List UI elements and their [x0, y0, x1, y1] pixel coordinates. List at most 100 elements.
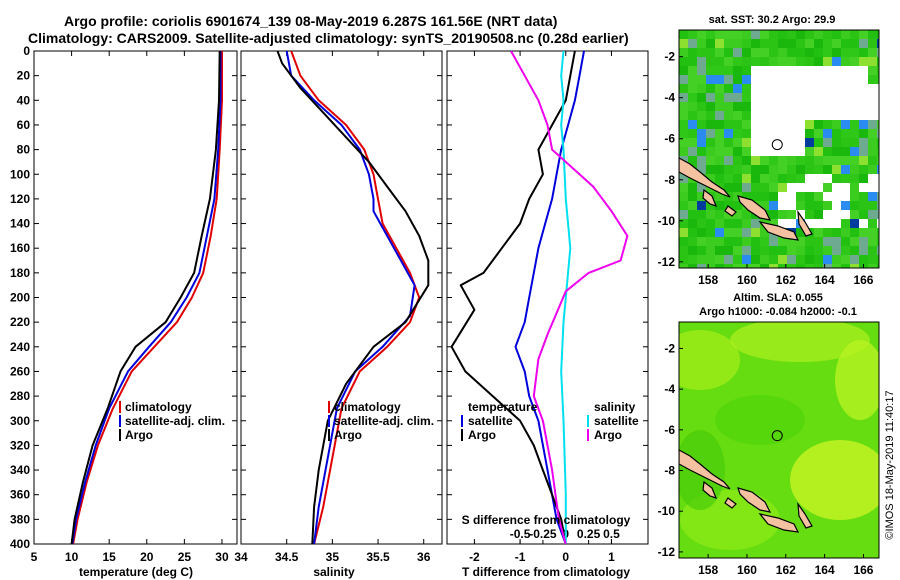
depth-tick-label: 180 — [10, 266, 30, 280]
s-diff-tick-label: 0.25 — [577, 527, 601, 541]
depth-tick-label: 320 — [10, 438, 30, 452]
series-line-argo — [70, 51, 221, 544]
map-lon-label: 160 — [737, 563, 757, 577]
sla-map-frame — [678, 321, 880, 559]
island-guadalcanal — [758, 221, 800, 241]
sla-map-subtitle: Argo h1000: -0.084 h2000: -0.1 — [699, 306, 857, 318]
map-lat-label: -2 — [664, 341, 675, 355]
depth-tick-label: 280 — [10, 389, 30, 403]
legend-argo-label: Argo — [125, 428, 153, 442]
s-diff-tick-label: -0.5 — [510, 527, 531, 541]
legend-salinity-title: salinity — [594, 400, 636, 414]
salinity-y-ticks — [241, 50, 442, 545]
island-malaita — [797, 501, 813, 529]
series-line-t-argo — [450, 51, 576, 544]
sla-map-axes: 158 160 162 164 166 -2 -4 -6 -8 -10 -12 — [658, 341, 874, 577]
depth-tick-label: 260 — [10, 364, 30, 378]
x-tick-label: 0 — [562, 550, 569, 564]
legend-temperature-title: temperature — [468, 400, 538, 414]
map-lon-label: 162 — [776, 273, 796, 287]
argo-location-marker — [771, 430, 783, 442]
series-line-s-satellite — [560, 51, 572, 544]
legend-t-satellite-label: satellite — [468, 414, 513, 428]
legend-climatology-label: climatology — [125, 400, 192, 414]
temperature-xlabel: temperature (deg C) — [79, 565, 193, 579]
depth-axis: 0 20 40 60 80 100 120 140 160 180 200 220 240 260 280 3… — [10, 44, 237, 551]
legend-argo-label: Argo — [334, 428, 362, 442]
series-line-s-argo — [510, 51, 629, 544]
depth-tick-label: 380 — [10, 512, 30, 526]
sst-map-title: sat. SST: 30.2 Argo: 29.9 — [709, 14, 836, 26]
difference-legend-salinity: salinity satellite Argo — [587, 400, 639, 442]
temperature-series — [70, 51, 223, 544]
map-lon-label: 162 — [776, 563, 796, 577]
x-tick-label: 1 — [608, 550, 615, 564]
x-tick-label: 35 — [326, 550, 340, 564]
difference-y-ticks — [447, 50, 648, 545]
depth-tick-label: 160 — [10, 241, 30, 255]
x-tick-label: 25 — [178, 550, 192, 564]
x-tick-label: 30 — [215, 550, 229, 564]
s-difference-xlabel: S difference from climatology — [462, 513, 631, 527]
series-line-satellite-adj-clim- — [71, 51, 222, 544]
depth-tick-label: 240 — [10, 340, 30, 354]
figure-title-line1: Argo profile: coriolis 6901674_139 08-Ma… — [64, 13, 557, 29]
salinity-panel: 34 34.5 35 35.5 36 salinity climatology sate… — [234, 50, 443, 579]
map-lon-label: 158 — [698, 273, 718, 287]
map-lat-label: -12 — [658, 545, 676, 559]
x-tick-label: 36 — [417, 550, 431, 564]
series-line-t-satellite — [514, 51, 585, 544]
island-choiseul — [702, 188, 718, 207]
map-lat-label: -10 — [658, 504, 676, 518]
island-bougainville — [679, 157, 731, 198]
map-lat-label: -8 — [664, 173, 675, 187]
island-santa-isabel — [737, 195, 772, 221]
temperature-plot-frame — [33, 50, 238, 545]
depth-tick-label: 400 — [10, 537, 30, 551]
sst-map-axes: 158 160 162 164 166 -2 -4 -6 -8 -10 -12 — [658, 50, 874, 287]
series-line-climatology — [72, 51, 223, 544]
map-lat-label: -10 — [658, 214, 676, 228]
sla-map-image — [679, 322, 879, 558]
depth-tick-label: 200 — [10, 291, 30, 305]
map-lat-label: -12 — [658, 255, 676, 269]
difference-series — [450, 51, 629, 544]
legend-climatology-label: climatology — [334, 400, 401, 414]
legend-s-satellite-label: satellite — [594, 414, 639, 428]
sla-map-panel: Altim. SLA: 0.055 Argo h1000: -0.084 h20… — [658, 292, 880, 577]
temperature-legend: climatology satellite-adj. clim. Argo — [119, 400, 225, 442]
x-tick-label: 20 — [140, 550, 154, 564]
map-lon-label: 166 — [853, 273, 873, 287]
map-lon-label: 166 — [853, 563, 873, 577]
timestamp-watermark: ©IMOS 18-May-2019 11:40:17 — [884, 390, 896, 539]
temperature-panel: 0 20 40 60 80 100 120 140 160 180 200 220 240 260 280 3… — [10, 44, 238, 579]
island-bougainville — [679, 449, 731, 490]
island-new-georgia — [724, 205, 737, 217]
depth-tick-label: 80 — [17, 143, 31, 157]
map-lon-label: 164 — [815, 563, 835, 577]
depth-tick-label: 360 — [10, 488, 30, 502]
sla-map-title: Altim. SLA: 0.055 — [733, 292, 823, 304]
difference-legend-temperature: temperature satellite Argo — [461, 400, 538, 442]
map-lon-label: 160 — [737, 273, 757, 287]
temperature-x-axis: 5 10 15 20 25 30 — [31, 51, 229, 564]
depth-tick-label: 0 — [23, 44, 30, 58]
salinity-series — [276, 51, 430, 544]
island-guadalcanal — [758, 513, 800, 533]
map-lat-label: -4 — [664, 382, 675, 396]
sst-map-image — [679, 30, 879, 268]
x-tick-label: -1 — [515, 550, 526, 564]
legend-t-argo-label: Argo — [468, 428, 496, 442]
figure-title-line2: Climatology: CARS2009. Satellite-adjuste… — [28, 30, 629, 46]
depth-tick-label: 100 — [10, 167, 30, 181]
depth-tick-label: 340 — [10, 463, 30, 477]
salinity-xlabel: salinity — [313, 565, 355, 579]
island-santa-isabel — [737, 487, 772, 513]
map-lat-label: -6 — [664, 423, 675, 437]
depth-tick-label: 120 — [10, 192, 30, 206]
salinity-legend: climatology satellite-adj. clim. Argo — [328, 400, 434, 442]
sst-map-panel: sat. SST: 30.2 Argo: 29.9 158 160 162 164 16… — [658, 14, 880, 287]
salinity-difference-axis: -0.5-0.25 0 0.25 0.5 — [510, 527, 620, 544]
x-tick-label: 35.5 — [366, 550, 390, 564]
